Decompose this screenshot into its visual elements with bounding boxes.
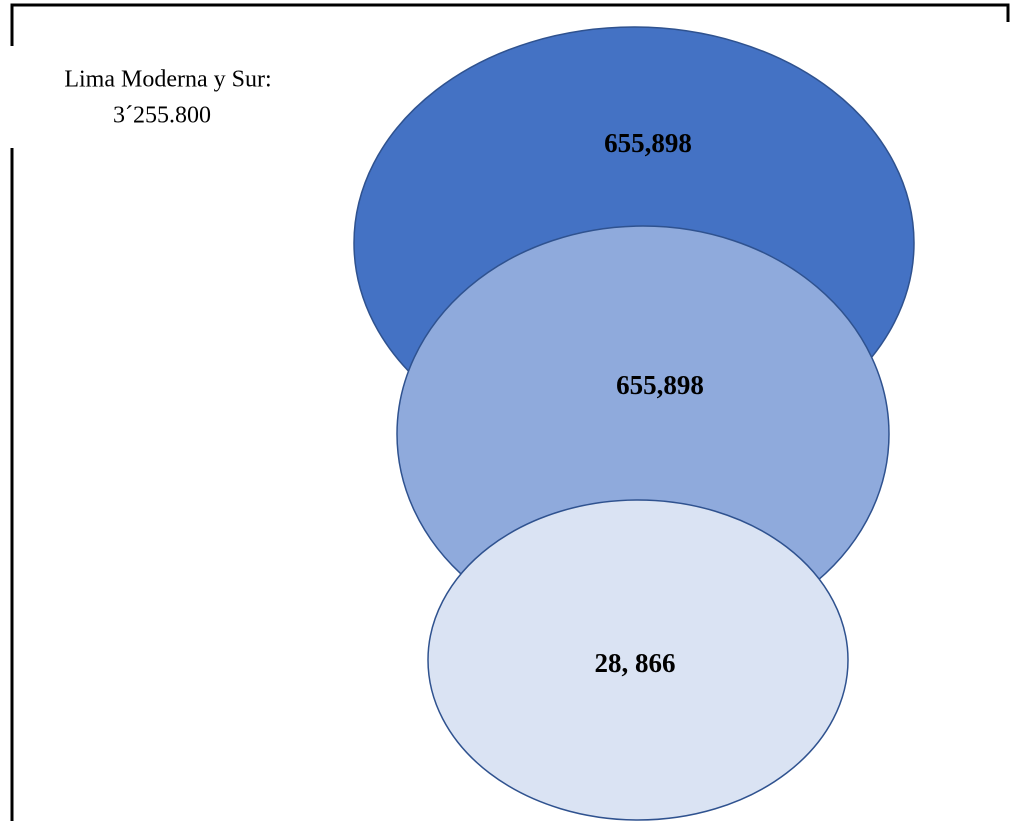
frame (10, 3, 1010, 821)
label-line: Lima Moderna y Sur: (64, 67, 271, 93)
segment-value: 28, 866 (595, 648, 676, 678)
label-line: 3´255.800 (113, 103, 211, 129)
frame-top (10, 3, 1010, 46)
inner-ellipse (427, 499, 849, 821)
segment-value: 655,898 (604, 128, 692, 158)
segment-value: 655,898 (616, 370, 704, 400)
